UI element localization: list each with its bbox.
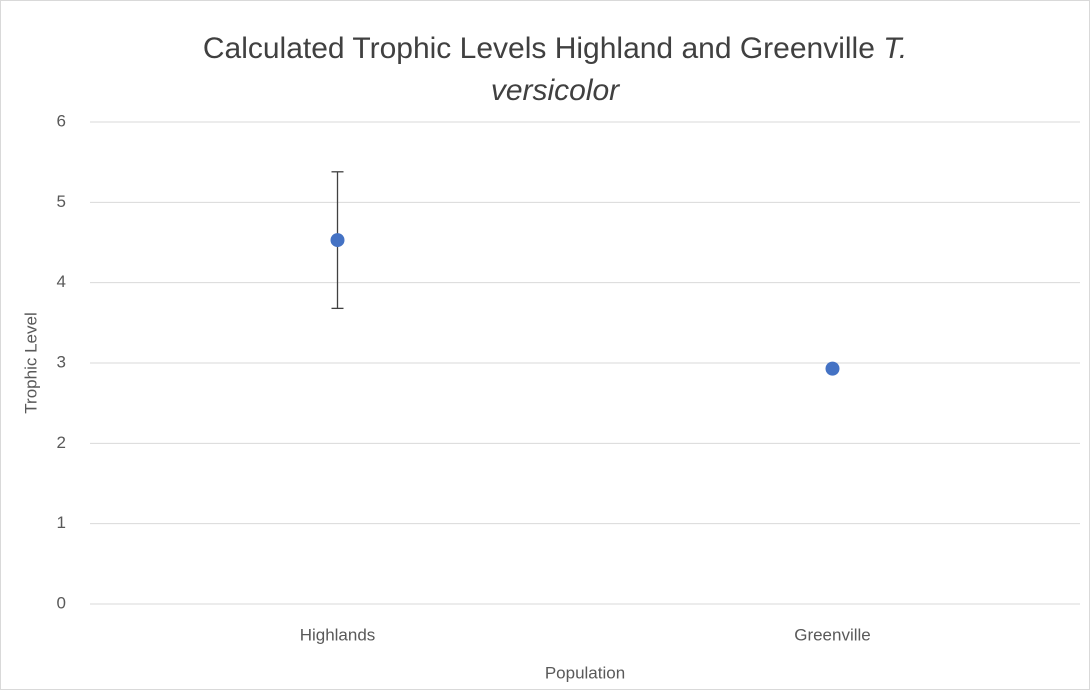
y-tick-label: 0: [57, 593, 66, 612]
y-axis-title: Trophic Level: [21, 312, 40, 413]
x-tick-label: Greenville: [794, 625, 871, 644]
title-species: T.: [883, 32, 907, 65]
y-tick-label: 2: [57, 433, 66, 452]
y-tick-label: 1: [57, 513, 66, 532]
chart-title: Calculated Trophic Levels Highland and G…: [203, 32, 907, 65]
y-tick-label: 5: [57, 192, 66, 211]
title-species: versicolor: [491, 74, 620, 107]
y-tick-label: 6: [57, 111, 66, 130]
point: [825, 361, 840, 376]
point: [330, 233, 345, 248]
y-tick-label: 3: [57, 352, 66, 371]
x-axis-title: Population: [545, 663, 625, 682]
y-tick-label: 4: [57, 272, 66, 291]
x-tick-label: Highlands: [300, 625, 376, 644]
title-main: Calculated Trophic Levels Highland and G…: [203, 32, 875, 65]
